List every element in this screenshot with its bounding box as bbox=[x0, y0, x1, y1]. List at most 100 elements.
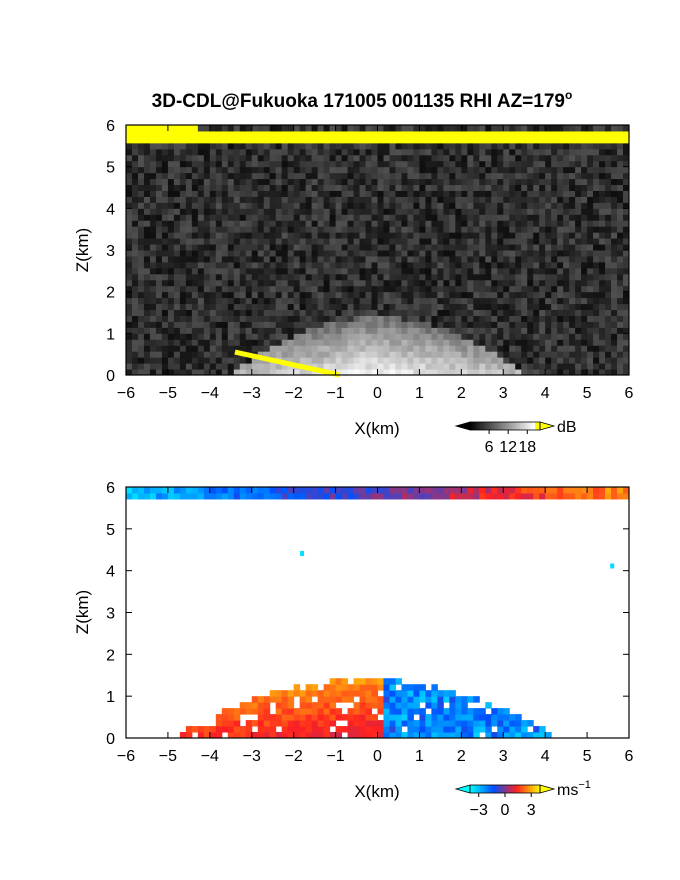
velocity-cell bbox=[317, 487, 325, 494]
backscatter-cell bbox=[317, 196, 325, 203]
backscatter-cell bbox=[179, 285, 187, 293]
backscatter-cell bbox=[209, 160, 217, 168]
backscatter-cell bbox=[527, 178, 534, 186]
backscatter-cell bbox=[587, 321, 594, 328]
backscatter-cell bbox=[407, 202, 414, 209]
backscatter-cell bbox=[563, 238, 570, 245]
backscatter-cell bbox=[227, 160, 235, 168]
backscatter-cell bbox=[263, 154, 271, 162]
backscatter-cell bbox=[431, 261, 438, 269]
backscatter-cell bbox=[467, 321, 474, 328]
backscatter-cell bbox=[371, 202, 378, 209]
velocity-cell bbox=[359, 726, 367, 733]
velocity-cell bbox=[239, 702, 247, 709]
backscatter-cell bbox=[227, 309, 235, 316]
backscatter-cell bbox=[191, 184, 199, 191]
backscatter-cell bbox=[257, 142, 265, 150]
colorbar-segment bbox=[525, 785, 528, 793]
backscatter-cell bbox=[173, 351, 181, 358]
backscatter-cell bbox=[341, 214, 349, 221]
backscatter-cell bbox=[305, 250, 313, 257]
backscatter-cell bbox=[329, 321, 337, 328]
velocity-cell bbox=[305, 696, 313, 703]
backscatter-cell bbox=[263, 208, 271, 215]
backscatter-cell bbox=[353, 202, 361, 209]
backscatter-cell bbox=[317, 190, 325, 197]
velocity-cell bbox=[539, 726, 546, 733]
backscatter-cell bbox=[221, 148, 229, 156]
backscatter-cell bbox=[611, 321, 618, 328]
backscatter-cell bbox=[533, 309, 540, 316]
backscatter-cell bbox=[227, 148, 235, 156]
backscatter-cell bbox=[413, 297, 420, 305]
backscatter-cell bbox=[389, 202, 396, 209]
backscatter-cell bbox=[599, 208, 606, 215]
backscatter-cell bbox=[323, 142, 331, 150]
backscatter-cell bbox=[449, 351, 456, 358]
backscatter-cell bbox=[227, 255, 235, 263]
backscatter-cell bbox=[611, 154, 618, 162]
backscatter-cell bbox=[401, 261, 408, 269]
backscatter-cell bbox=[551, 345, 558, 352]
backscatter-cell bbox=[179, 238, 187, 245]
backscatter-cell bbox=[167, 363, 175, 370]
velocity-cell bbox=[371, 678, 378, 685]
velocity-cell bbox=[431, 696, 438, 703]
backscatter-cell bbox=[623, 208, 630, 215]
backscatter-cell bbox=[275, 369, 283, 376]
backscatter-cell bbox=[479, 255, 486, 263]
backscatter-cell bbox=[287, 154, 295, 162]
backscatter-cell bbox=[191, 196, 199, 203]
backscatter-cell bbox=[347, 351, 355, 358]
backscatter-cell bbox=[233, 327, 241, 334]
backscatter-cell bbox=[431, 250, 438, 257]
backscatter-cell bbox=[173, 238, 181, 245]
backscatter-cell bbox=[509, 208, 516, 215]
backscatter-cell bbox=[581, 339, 588, 346]
backscatter-cell bbox=[545, 208, 552, 215]
backscatter-cell bbox=[221, 220, 229, 227]
backscatter-cell bbox=[455, 202, 462, 209]
velocity-cell bbox=[389, 487, 396, 494]
backscatter-cell bbox=[419, 208, 426, 215]
backscatter-cell bbox=[533, 351, 540, 358]
backscatter-cell bbox=[587, 125, 594, 132]
velocity-cell bbox=[485, 702, 492, 709]
backscatter-cell bbox=[263, 351, 271, 358]
backscatter-cell bbox=[587, 202, 594, 209]
colorbar-segment bbox=[535, 785, 538, 793]
backscatter-cell bbox=[455, 357, 462, 364]
backscatter-cell bbox=[479, 363, 486, 370]
backscatter-cell bbox=[521, 345, 528, 352]
backscatter-cell bbox=[287, 345, 295, 352]
backscatter-cell bbox=[353, 303, 361, 311]
backscatter-cell bbox=[503, 130, 510, 138]
backscatter-cell bbox=[335, 202, 343, 209]
backscatter-cell bbox=[491, 255, 498, 263]
backscatter-cell bbox=[263, 250, 271, 257]
backscatter-cell bbox=[233, 261, 241, 269]
backscatter-cell bbox=[467, 202, 474, 209]
backscatter-cell bbox=[323, 202, 331, 209]
backscatter-cell bbox=[551, 273, 558, 281]
backscatter-cell bbox=[131, 208, 139, 215]
velocity-cell bbox=[227, 726, 235, 733]
backscatter-cell bbox=[413, 130, 420, 138]
backscatter-cell bbox=[239, 345, 247, 352]
backscatter-cell bbox=[365, 255, 373, 263]
velocity-cell bbox=[371, 487, 378, 494]
backscatter-cell bbox=[431, 339, 438, 346]
backscatter-cell bbox=[383, 250, 390, 257]
backscatter-cell bbox=[293, 208, 301, 215]
backscatter-cell bbox=[377, 226, 384, 233]
velocity-cell bbox=[353, 714, 361, 721]
velocity-cell bbox=[431, 702, 438, 709]
backscatter-cell bbox=[545, 321, 552, 328]
backscatter-cell bbox=[197, 255, 205, 263]
backscatter-cell bbox=[509, 291, 516, 299]
backscatter-cell bbox=[215, 321, 223, 328]
backscatter-cell bbox=[293, 125, 301, 132]
backscatter-cell bbox=[239, 250, 247, 257]
velocity-cell bbox=[329, 732, 337, 739]
backscatter-cell bbox=[527, 363, 534, 370]
